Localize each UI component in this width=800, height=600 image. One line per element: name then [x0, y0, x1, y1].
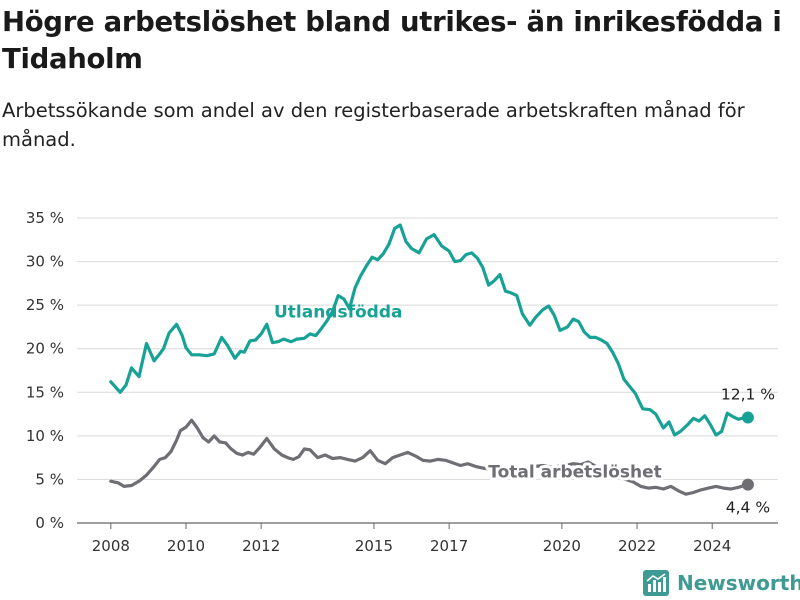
line-chart: 0 % 5 % 10 % 15 % 20 % 25 % 30 % 35 % 2008 2010 20…: [26, 209, 778, 555]
x-tick-label: 2012: [242, 537, 280, 555]
y-tick-label: 35 %: [26, 209, 64, 227]
brand-logo: Newsworthy: [643, 568, 800, 598]
series-end-label: 4,4 %: [726, 499, 770, 517]
series-line-total: [109, 418, 750, 496]
newsworthy-logo-icon: [643, 570, 669, 596]
series-label-utlandsfodda: Utlandsfödda: [274, 302, 403, 322]
series-end-point: [741, 411, 754, 424]
x-tick-label: 2017: [430, 537, 468, 555]
y-tick-label: 25 %: [26, 296, 64, 314]
chart-title: Högre arbetslöshet bland utrikes- än inr…: [2, 6, 782, 75]
y-tick-label: 20 %: [26, 340, 64, 358]
series-end-point: [741, 478, 754, 491]
x-tick-label: 2010: [167, 537, 205, 555]
y-tick-label: 15 %: [26, 383, 64, 401]
series-annotation-halo: Total arbetslöshet: [488, 462, 662, 482]
x-tick-label: 2015: [355, 537, 393, 555]
series-label-total: Total arbetslöshet: [488, 462, 662, 482]
chart-subtitle: Arbetssökande som andel av den registerb…: [2, 99, 745, 151]
series-line-utlandsfodda: [109, 223, 750, 437]
x-tick-label: 2008: [92, 537, 130, 555]
x-tick-label: 2022: [618, 537, 656, 555]
y-tick-label: 10 %: [26, 427, 64, 445]
brand-name: Newsworthy: [677, 571, 800, 595]
y-tick-label: 30 %: [26, 253, 64, 271]
x-tick-label: 2020: [543, 537, 581, 555]
y-tick-label: 5 %: [35, 470, 64, 488]
y-tick-label: 0 %: [35, 514, 64, 532]
series-end-label: 12,1 %: [721, 386, 775, 404]
x-tick-label: 2024: [693, 537, 731, 555]
